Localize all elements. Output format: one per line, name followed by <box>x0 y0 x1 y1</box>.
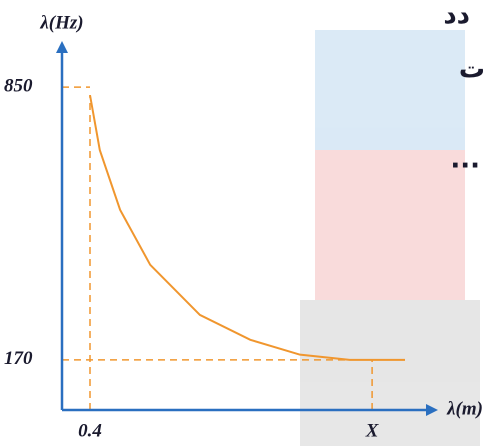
y-tick-label: 850 <box>4 75 33 96</box>
y-axis-label: λ(Hz) <box>39 12 83 33</box>
x-tick-label: X <box>365 420 380 441</box>
annotation: ت <box>459 55 485 85</box>
x-axis-label: λ(m) <box>446 398 483 419</box>
y-tick-label: 170 <box>4 348 33 369</box>
y-axis-arrow <box>56 41 68 53</box>
watermark <box>300 30 480 446</box>
x-tick-label: 0.4 <box>78 420 102 441</box>
chart: دد ت ... λ(Hz) λ(m) 170 850 0.4 X <box>0 0 495 446</box>
annotation: دد <box>443 1 470 31</box>
annotation: ... <box>450 145 480 175</box>
